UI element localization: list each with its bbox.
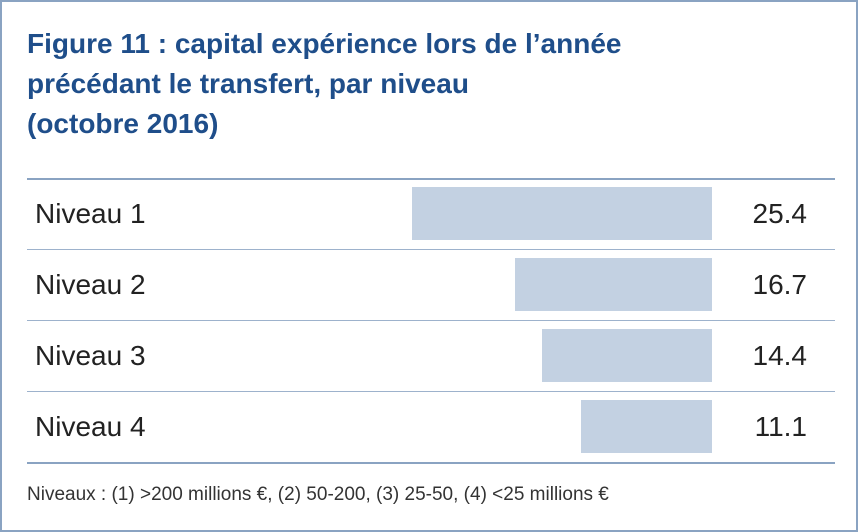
chart-title-line-1: Figure 11 : capital expérience lors de l… <box>27 28 622 59</box>
value-label: 25.4 <box>752 198 808 229</box>
bar-row: Niveau 1 25.4 <box>27 178 835 249</box>
category-label: Niveau 4 <box>35 411 146 442</box>
value-label: 16.7 <box>752 269 808 300</box>
row-divider <box>27 320 835 321</box>
category-label: Niveau 1 <box>35 198 146 229</box>
footnote: Niveaux : (1) >200 millions €, (2) 50-20… <box>27 484 609 505</box>
chart-title-line-3: (octobre 2016) <box>27 108 219 139</box>
bar <box>515 258 712 311</box>
bar <box>542 329 712 382</box>
row-divider <box>27 249 835 250</box>
bar-row: Niveau 3 14.4 <box>27 320 835 391</box>
bar-row: Niveau 4 11.1 <box>27 391 835 462</box>
value-label: 14.4 <box>752 340 808 371</box>
category-label: Niveau 3 <box>35 340 146 371</box>
value-label: 11.1 <box>754 411 807 442</box>
category-label: Niveau 2 <box>35 269 146 300</box>
bar-chart: Niveau 1 25.4 Niveau 2 16.7 Niveau 3 14.4 Nive… <box>27 178 835 464</box>
chart-title: Figure 11 : capital expérience lors de l… <box>27 24 827 144</box>
bar-row: Niveau 2 16.7 <box>27 249 835 320</box>
bar <box>581 400 712 453</box>
table-top-rule <box>27 178 835 180</box>
row-divider <box>27 391 835 392</box>
row-divider <box>27 462 835 464</box>
chart-title-line-2: précédant le transfert, par niveau <box>27 68 469 99</box>
bar <box>412 187 712 240</box>
